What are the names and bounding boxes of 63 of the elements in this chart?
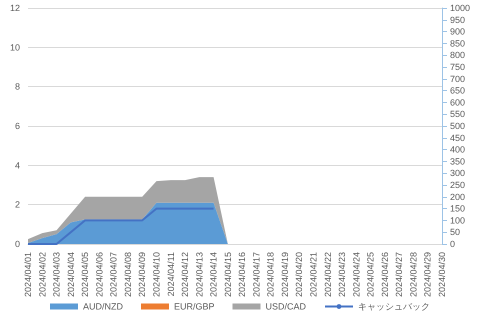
y2-tick-label: 700 <box>450 74 466 84</box>
line-series <box>27 208 215 245</box>
x-tick-label: 2024/04/10 <box>151 252 162 298</box>
x-tick-label: 2024/04/09 <box>137 252 148 298</box>
x-tick-label: 2024/04/02 <box>37 252 48 298</box>
x-tick-label: 2024/04/13 <box>194 252 204 298</box>
x-tick-label: 2024/04/05 <box>80 252 90 298</box>
x-tick-label: 2024/04/27 <box>394 252 404 298</box>
y-tick-label: 12 <box>10 3 20 13</box>
y-tick-label: 8 <box>14 82 20 92</box>
y2-tick-label: 150 <box>450 204 466 214</box>
y2-tick-label: 400 <box>450 144 466 155</box>
y2-tick-label: 100 <box>450 215 466 226</box>
x-tick-label: 2024/04/06 <box>94 252 104 298</box>
y-tick-label: 0 <box>14 239 20 249</box>
y2-tick-label: 350 <box>450 156 466 166</box>
x-tick-label: 2024/04/20 <box>294 252 304 298</box>
y2-tick-label: 450 <box>450 132 466 143</box>
y-tick-label: 10 <box>10 42 20 52</box>
y2-tick-label: 0 <box>450 239 456 249</box>
legend-label: AUD/NZD <box>82 302 124 312</box>
y2-tick-label: 1000 <box>450 3 470 13</box>
x-tick-label: 2024/04/14 <box>208 252 219 298</box>
y2-tick-label: 750 <box>450 62 466 72</box>
x-tick-label: 2024/04/17 <box>251 252 262 298</box>
x-tick-label: 2024/04/23 <box>337 252 348 298</box>
y2-tick-label: 50 <box>450 227 460 238</box>
x-tick-label: 2024/04/04 <box>66 252 76 298</box>
y2-tick-label: 800 <box>450 50 466 60</box>
y2-tick-label: 300 <box>450 168 466 178</box>
x-tick-label: 2024/04/24 <box>351 252 362 298</box>
x-tick-label: 2024/04/16 <box>237 252 248 298</box>
y2-tick-label: 950 <box>450 14 466 25</box>
y2-tick-label: 500 <box>450 121 466 131</box>
y-tick-label: 4 <box>14 160 20 170</box>
x-tick-label: 2024/04/11 <box>166 252 176 296</box>
x-tick-label: 2024/04/03 <box>52 252 62 298</box>
x-tick-label: 2024/04/26 <box>380 252 390 298</box>
legend-label: USD/CAD <box>266 302 307 312</box>
y2-tick-label: 900 <box>450 26 466 37</box>
y2-tick-label: 600 <box>450 97 466 108</box>
y2-tick-label: 250 <box>450 180 466 190</box>
y-tick-label: 6 <box>14 121 20 131</box>
legend-label: EUR/GBP <box>174 302 215 312</box>
y2-tick-label: 650 <box>450 86 466 96</box>
x-tick-label: 2024/04/18 <box>266 252 276 298</box>
x-tick-label: 2024/04/19 <box>280 252 290 298</box>
y2-tick-label: 850 <box>450 38 466 48</box>
x-tick-label: 2024/04/29 <box>422 252 433 298</box>
x-tick-label: 2024/04/07 <box>108 252 119 298</box>
y-tick-label: 2 <box>14 200 20 210</box>
y2-tick-label: 550 <box>450 109 466 120</box>
x-tick-label: 2024/04/25 <box>366 252 376 298</box>
x-tick-label: 2024/04/15 <box>222 252 233 298</box>
x-tick-label: 2024/04/22 <box>322 252 333 298</box>
x-tick-label: 2024/04/30 <box>437 252 447 298</box>
x-tick-label: 2024/04/08 <box>122 252 133 298</box>
legend-label: キャッシュバック <box>358 302 430 312</box>
x-tick-label: 2024/04/01 <box>23 252 33 298</box>
y2-tick-label: 200 <box>450 192 466 202</box>
x-tick-label: 2024/04/28 <box>408 252 418 298</box>
x-tick-label: 2024/04/12 <box>180 252 190 298</box>
x-tick-label: 2024/04/21 <box>308 252 319 298</box>
